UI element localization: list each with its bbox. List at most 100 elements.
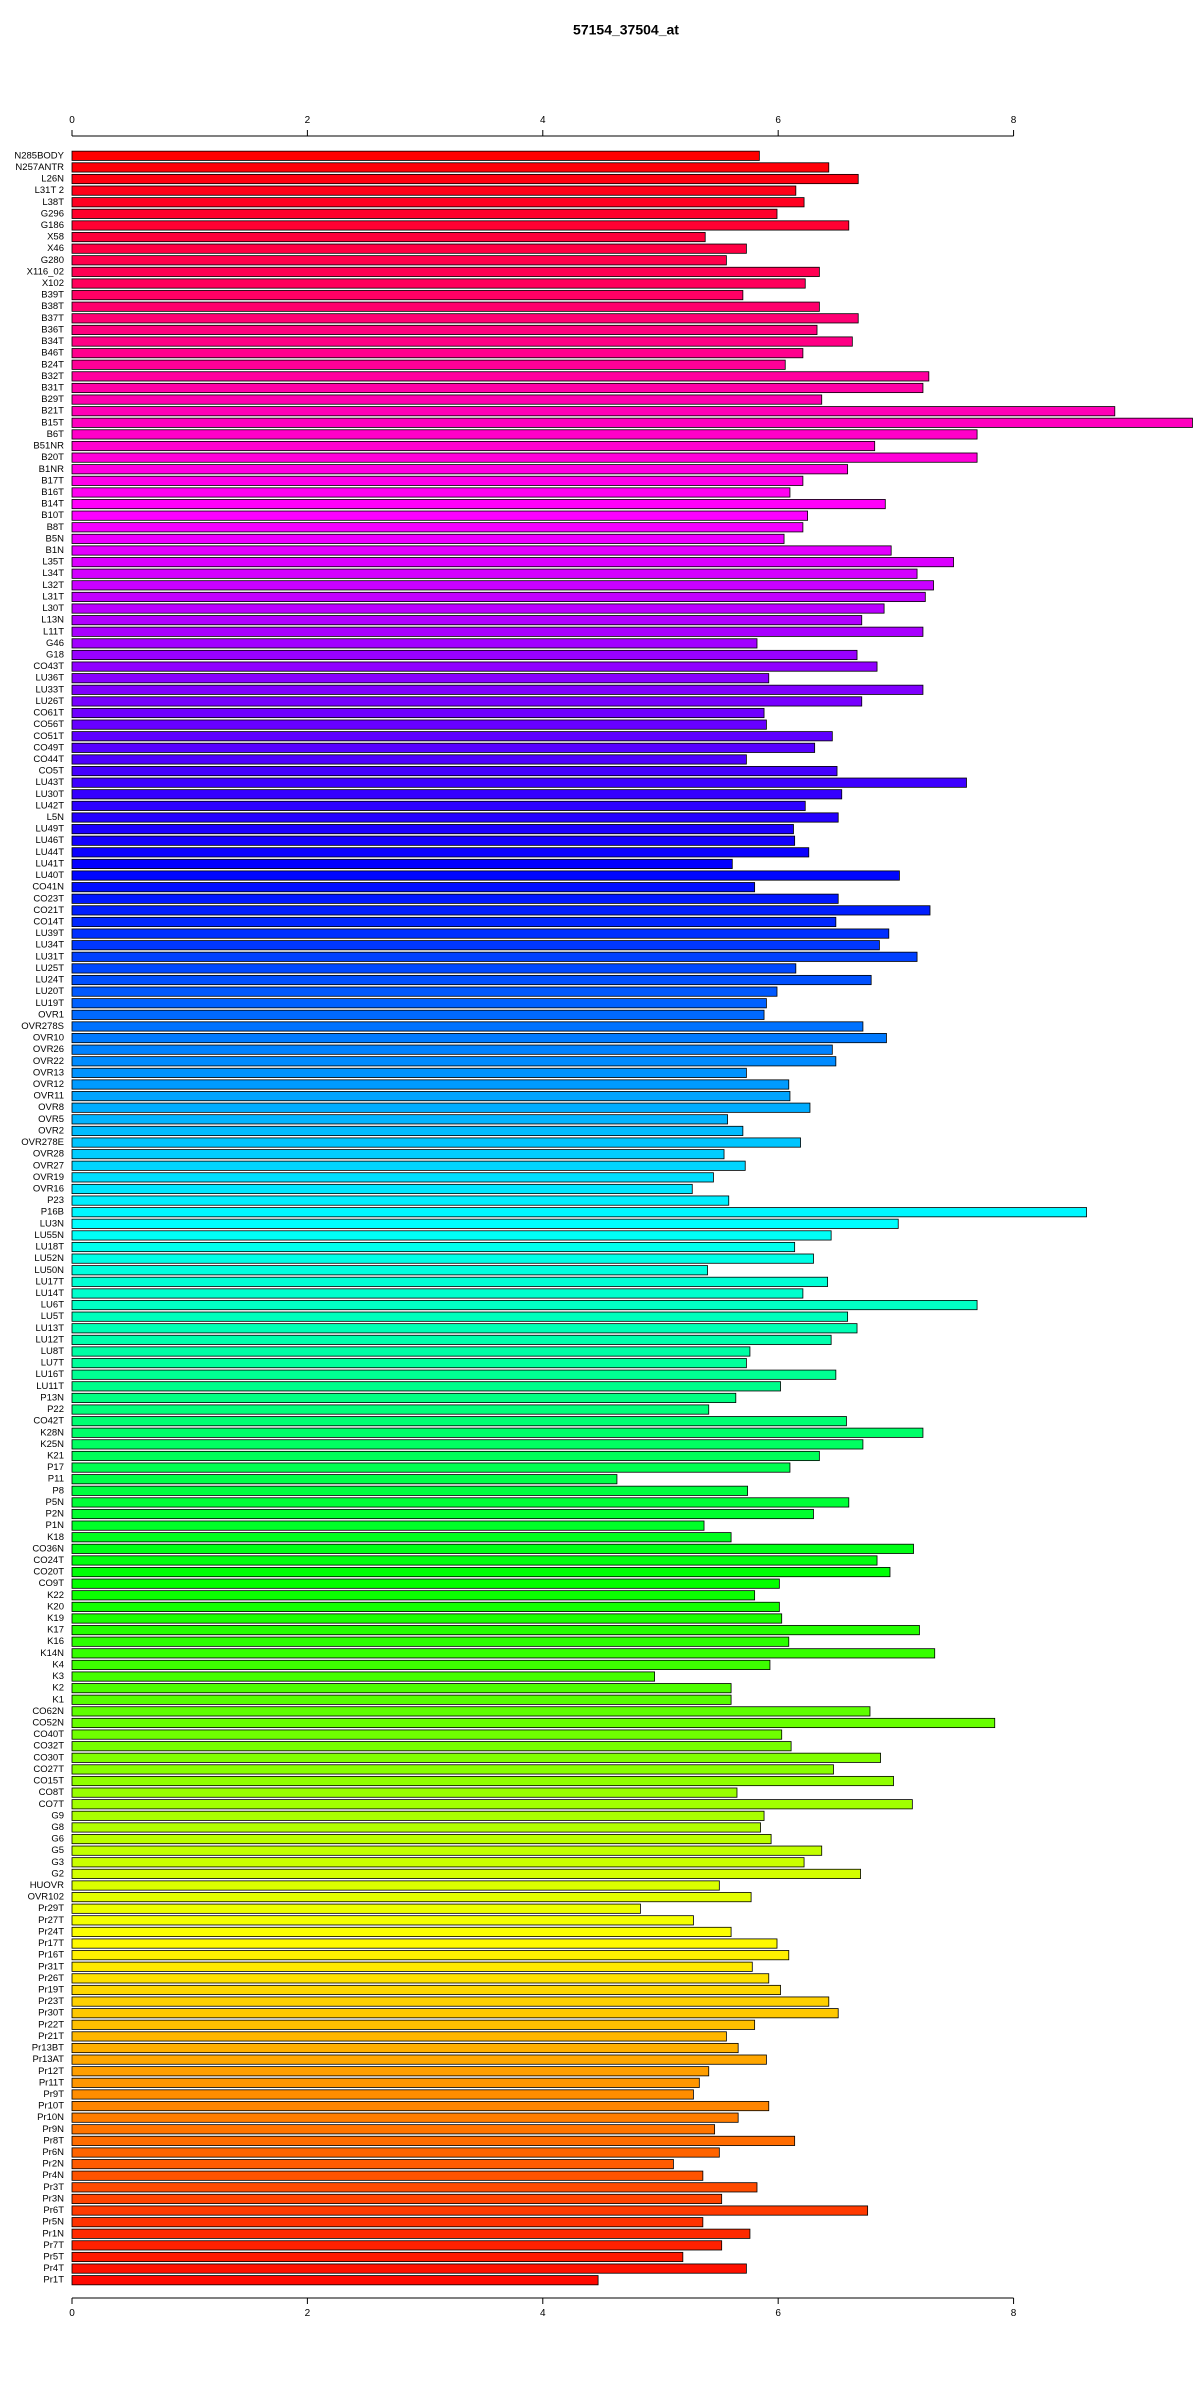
y-tick-label: B6T [47,429,65,440]
bar [71,928,890,939]
y-tick-label: LU44T [35,847,64,858]
bar [71,429,978,440]
bar [71,649,858,661]
y-tick-label: K3 [52,1671,64,1682]
y-tick-label: Pr2N [42,2159,64,2170]
x-tick-label: 4 [540,115,546,126]
bar [71,359,786,370]
y-tick-label: CO5T [39,766,65,777]
bar [71,1706,871,1717]
y-tick-label: Pr5T [43,2251,64,2262]
y-tick-label: LU7T [41,1358,64,1369]
bar [71,324,818,335]
bar [71,406,1116,417]
y-tick-label: X116_02 [27,266,64,277]
y-tick-label: Pr22T [38,2019,64,2030]
bar [71,1555,878,1566]
y-tick-label: Pr9T [43,2089,64,2100]
y-tick-label: CO7T [39,1799,65,1810]
y-tick-label: X46 [47,243,64,254]
y-tick-label: CO30T [33,1752,64,1763]
bar [71,1845,823,1856]
bar [71,2182,758,2193]
y-tick-label: P8 [52,1485,64,1496]
x-tick-label: 0 [69,115,75,126]
bar [71,2159,674,2170]
y-tick-label: CO36N [32,1543,64,1554]
y-tick-label: CO40T [33,1729,64,1740]
bar [71,440,876,452]
y-tick-label: G9 [51,1810,64,1821]
bar [71,1613,783,1624]
bar [71,1404,710,1415]
y-tick-label: CO61T [33,708,64,719]
bar [71,789,843,800]
y-tick-label: OVR10 [33,1033,64,1044]
bar [71,1091,791,1102]
bar [71,1207,1087,1218]
y-tick-label: CO27T [33,1764,64,1775]
y-tick-label: OVR27 [33,1160,64,1171]
y-tick-label: K1 [52,1694,64,1705]
y-tick-label: B36T [41,324,64,335]
bar [71,1729,783,1740]
bar [71,742,816,753]
y-tick-label: B37T [41,313,64,324]
y-tick-label: K20 [47,1601,64,1612]
bar [71,1416,847,1427]
bar [71,2066,710,2077]
y-tick-label: P2N [46,1509,65,1520]
bar [71,1543,914,1554]
bar [71,2170,704,2181]
x-tick-label: 4 [540,2308,546,2319]
y-tick-label: Pr8T [43,2135,64,2146]
y-tick-label: L11T [43,626,64,637]
bar [71,1601,780,1612]
bar [71,673,770,684]
y-tick-label: LU11T [36,1381,64,1392]
bar [71,2217,704,2228]
bar [71,1996,830,2007]
y-tick-label: B1NR [39,464,64,475]
bar [71,1276,829,1287]
y-tick-label: Pr4T [43,2263,64,2274]
y-tick-label: CO9T [39,1578,65,1589]
y-tick-label: G280 [41,255,64,266]
y-tick-label: B21T [41,406,64,417]
bar [71,197,805,208]
y-tick-label: B10T [41,510,64,521]
y-tick-label: OVR278E [21,1137,64,1148]
bar [71,301,820,312]
bar [71,290,744,301]
bar [71,394,823,405]
bar [71,1810,765,1821]
y-tick-label: G3 [51,1857,64,1868]
y-tick-label: B46T [41,348,64,359]
bar [71,417,1193,428]
bar [71,870,900,881]
y-tick-label: LU55N [34,1230,64,1241]
y-tick-label: LU5T [41,1311,64,1322]
bar [71,1741,792,1752]
y-tick-label: P17 [47,1462,64,1473]
bar [71,1834,772,1845]
bar [71,1648,936,1659]
y-tick-label: K25N [40,1439,64,1450]
y-tick-label: Pr26T [38,1973,64,1984]
bar [71,1125,744,1136]
bar [71,173,859,185]
y-tick-label: LU39T [35,928,64,939]
y-tick-label: CO15T [33,1776,64,1787]
y-tick-label: OVR5 [38,1114,64,1125]
bar [71,2124,716,2135]
bar [71,255,727,266]
y-tick-label: P5N [46,1497,65,1508]
bar [71,1253,814,1264]
bar [71,1787,738,1798]
bar [71,1172,714,1183]
y-tick-label: P13N [40,1392,64,1403]
bar [71,2101,770,2112]
y-tick-label: X102 [42,278,64,289]
y-tick-label: B38T [41,301,64,312]
